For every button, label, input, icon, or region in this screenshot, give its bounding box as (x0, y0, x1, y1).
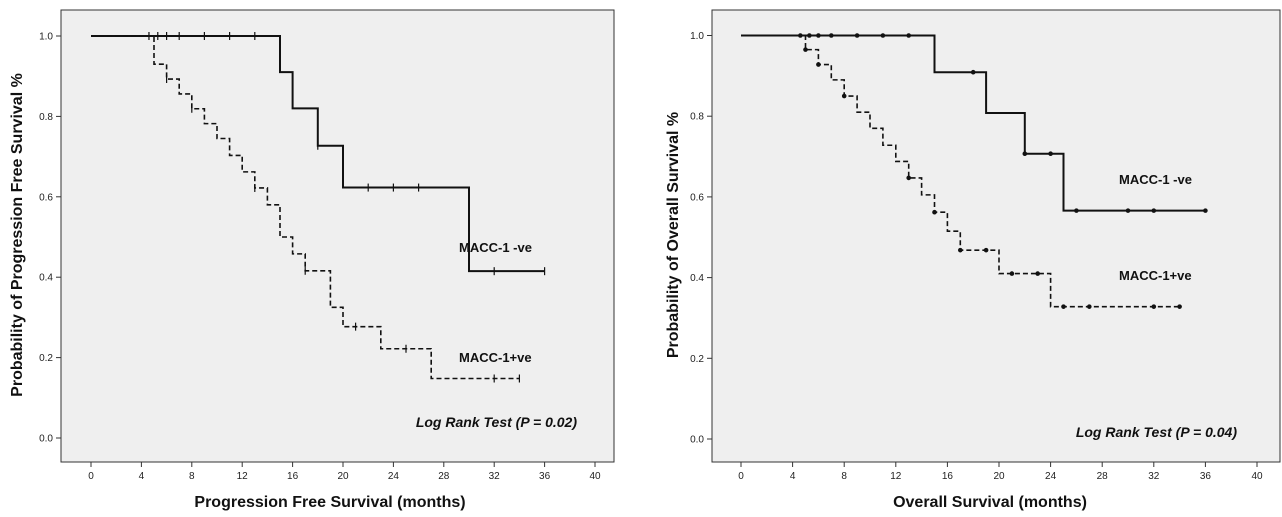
x-tick-label: 36 (1200, 471, 1212, 482)
censor-mark (970, 69, 976, 75)
log-rank-annotation: Log Rank Test (P = 0.04) (1076, 424, 1238, 440)
censor-mark (1009, 271, 1015, 276)
series-label: MACC-1 -ve (1119, 172, 1192, 187)
x-tick-label: 32 (1148, 471, 1160, 482)
censor-mark (816, 62, 821, 67)
x-tick-label: 4 (790, 471, 796, 482)
x-tick-label: 8 (189, 471, 195, 482)
y-tick-label: 0.0 (690, 435, 704, 446)
survival-curve (741, 34, 1180, 308)
x-tick-label: 0 (88, 471, 94, 482)
censor-mark (1125, 208, 1131, 213)
censor-mark (807, 33, 812, 38)
y-tick-label: 0.0 (39, 434, 53, 445)
censor-mark (958, 247, 963, 253)
censor-mark (1151, 208, 1157, 213)
x-tick-label: 16 (942, 471, 954, 482)
x-tick-label: 20 (337, 471, 349, 482)
y-axis-title: Probability of Overall Survival % (665, 112, 682, 358)
x-tick-label: 4 (139, 471, 145, 482)
y-tick-label: 0.4 (39, 273, 53, 284)
y-tick-label: 1.0 (690, 31, 704, 42)
x-tick-label: 24 (1045, 471, 1057, 482)
series-label: MACC-1+ve (1119, 268, 1192, 283)
y-tick-label: 0.2 (39, 353, 53, 364)
x-tick-label: 40 (589, 471, 601, 482)
x-tick-label: 8 (841, 471, 847, 482)
x-axis-title: Progression Free Survival (months) (194, 494, 465, 511)
x-tick-label: 20 (993, 471, 1005, 482)
x-tick-label: 16 (287, 471, 299, 482)
series-macc1-positive: MACC-1+ve (91, 35, 532, 383)
y-tick-label: 0.8 (39, 112, 53, 123)
y-tick-label: 0.4 (690, 273, 704, 284)
series-macc1-positive: MACC-1+ve (741, 34, 1192, 309)
series-label: MACC-1+ve (459, 350, 532, 365)
censor-mark (1151, 304, 1157, 309)
y-tick-label: 0.6 (690, 192, 704, 203)
censor-mark (983, 247, 989, 253)
series-macc1-negative: MACC-1 -ve (91, 32, 546, 276)
censor-mark (1061, 304, 1066, 309)
chart-panel-2: 0.0 0.2 0.4 0.6 0.8 1.0 0 4 8 12 16 20 24 28 32 36 40 Ove… (665, 9, 1281, 511)
censor-mark (1074, 208, 1079, 213)
censor-mark (854, 33, 860, 38)
x-tick-label: 28 (1097, 471, 1109, 482)
x-axis-title: Overall Survival (months) (893, 494, 1087, 511)
censor-mark (932, 209, 937, 215)
plot-area (60, 9, 615, 463)
censor-mark (1203, 208, 1208, 213)
series-macc1-negative: MACC-1 -ve (741, 33, 1208, 213)
censor-mark (816, 33, 821, 38)
x-tick-label: 36 (539, 471, 551, 482)
censor-mark (906, 33, 911, 38)
censor-mark (1177, 304, 1182, 309)
x-tick-label: 12 (890, 471, 902, 482)
censor-mark (829, 33, 834, 38)
x-tick-label: 12 (237, 471, 249, 482)
censor-mark (880, 33, 886, 38)
y-tick-label: 1.0 (39, 32, 53, 43)
survival-curve (741, 34, 1206, 212)
x-tick-label: 40 (1251, 471, 1263, 482)
x-tick-label: 0 (738, 471, 744, 482)
chart-panel-1: 0.0 0.2 0.4 0.6 0.8 1.0 0 4 8 12 16 20 24 28 32 36 40 Pro… (9, 9, 615, 511)
censor-mark (1048, 151, 1053, 157)
censor-mark (803, 47, 808, 52)
censor-mark (841, 93, 847, 99)
x-tick-label: 24 (388, 471, 400, 482)
survival-curve (91, 35, 545, 273)
censor-mark (906, 175, 911, 181)
censor-mark (1087, 304, 1092, 309)
censor-mark (1022, 151, 1028, 157)
y-tick-label: 0.2 (690, 354, 704, 365)
series-label: MACC-1 -ve (459, 240, 532, 255)
x-tick-label: 32 (489, 471, 501, 482)
x-tick-label: 28 (438, 471, 450, 482)
survival-curve (91, 35, 520, 380)
y-axis-title: Probability of Progression Free Survival… (9, 73, 26, 397)
plot-area (711, 9, 1281, 463)
y-tick-label: 0.8 (690, 112, 704, 123)
log-rank-annotation: Log Rank Test (P = 0.02) (416, 414, 578, 430)
censor-mark (1035, 271, 1040, 276)
y-tick-label: 0.6 (39, 192, 53, 203)
